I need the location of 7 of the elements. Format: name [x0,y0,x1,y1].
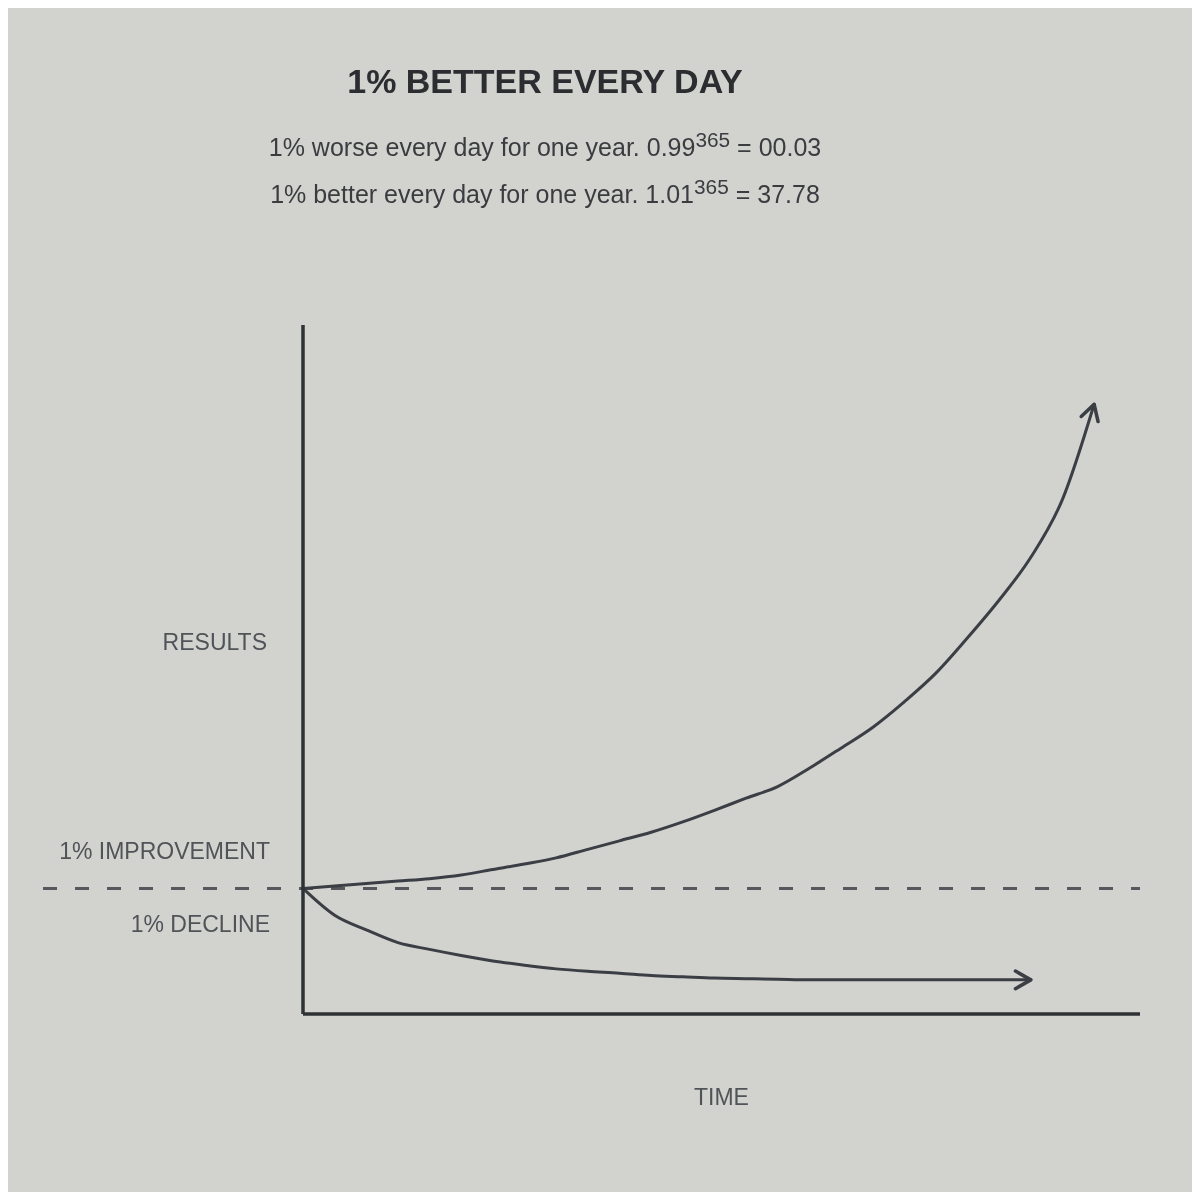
chart-title: 1% BETTER EVERY DAY [346,61,744,102]
text: 1% worse every day for one year. 0.99$^{365}$ = 00.03 [267,127,823,164]
x-axis-title: TIME [694,1084,749,1110]
y-axis-title: RESULTS [162,628,267,655]
series-label: 1% DECLINE [130,911,270,938]
text: 1% better every day for one year. 1.01$^{365}$ = 37.78 [269,174,821,211]
series-label: 1% IMPROVEMENT [59,838,270,865]
